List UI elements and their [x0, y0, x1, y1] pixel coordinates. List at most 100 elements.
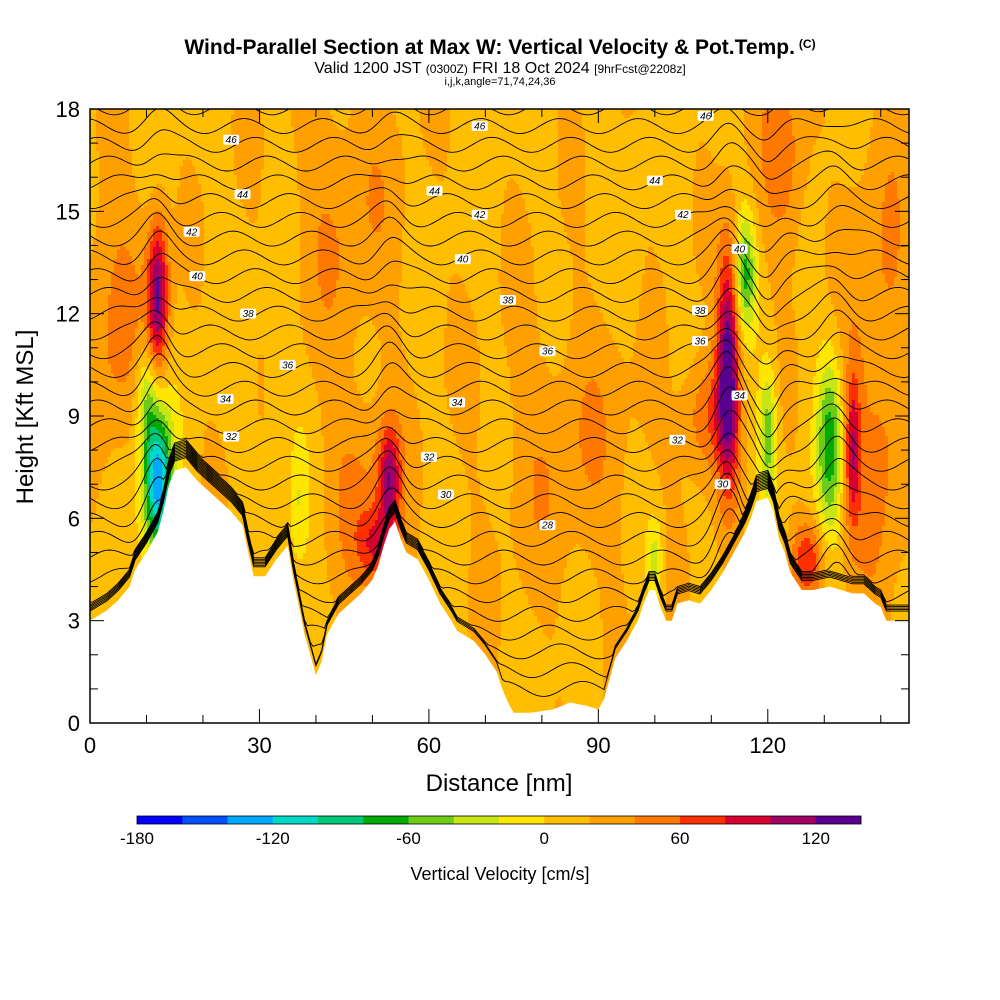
w-cell: [120, 418, 124, 422]
w-cell: [102, 331, 106, 335]
w-cell: [105, 166, 109, 170]
w-cell: [114, 442, 118, 446]
w-cell: [99, 607, 103, 611]
w-cell: [114, 286, 118, 290]
w-cell: [105, 520, 109, 524]
w-cell: [105, 364, 109, 368]
w-cell: [99, 406, 103, 410]
w-cell: [117, 328, 121, 332]
w-cell: [102, 313, 106, 317]
w-cell: [120, 409, 124, 413]
w-cell: [111, 148, 115, 152]
w-cell: [96, 319, 100, 323]
w-cell: [117, 433, 121, 437]
w-cell: [90, 193, 94, 197]
w-cell: [108, 442, 112, 446]
w-cell: [99, 184, 103, 188]
w-cell: [90, 415, 94, 419]
w-cell: [90, 553, 94, 557]
w-cell: [90, 211, 94, 215]
w-cell: [99, 295, 103, 299]
w-cell: [93, 349, 97, 353]
w-cell: [102, 550, 106, 554]
w-cell: [114, 169, 118, 173]
w-cell: [108, 370, 112, 374]
w-cell: [90, 412, 94, 416]
w-cell: [99, 166, 103, 170]
w-cell: [108, 265, 112, 269]
w-cell: [105, 223, 109, 227]
w-cell: [108, 391, 112, 395]
w-cell: [117, 184, 121, 188]
w-cell: [111, 439, 115, 443]
w-cell: [99, 232, 103, 236]
w-cell: [111, 151, 115, 155]
w-cell: [90, 457, 94, 461]
w-cell: [105, 259, 109, 263]
w-cell: [90, 427, 94, 431]
w-cell: [105, 475, 109, 479]
w-cell: [120, 502, 124, 506]
w-cell: [90, 583, 94, 587]
w-cell: [96, 538, 100, 542]
w-cell: [93, 415, 97, 419]
w-cell: [117, 454, 121, 458]
w-cell: [93, 610, 97, 614]
w-cell: [105, 502, 109, 506]
w-cell: [120, 385, 124, 389]
w-cell: [111, 208, 115, 212]
w-cell: [111, 325, 115, 329]
w-cell: [120, 478, 124, 482]
subtitle-date: FRI 18 Oct 2024: [472, 60, 589, 77]
w-cell: [96, 502, 100, 506]
w-cell: [117, 145, 121, 149]
w-cell: [102, 370, 106, 374]
w-cell: [93, 454, 97, 458]
w-cell: [90, 151, 94, 155]
w-cell: [99, 379, 103, 383]
w-cell: [102, 193, 106, 197]
w-cell: [102, 340, 106, 344]
w-cell: [90, 499, 94, 503]
w-cell: [108, 304, 112, 308]
w-cell: [111, 595, 115, 599]
w-cell: [120, 370, 124, 374]
w-cell: [99, 382, 103, 386]
w-cell: [102, 187, 106, 191]
w-cell: [93, 508, 97, 512]
w-cell: [117, 526, 121, 530]
w-cell: [96, 298, 100, 302]
w-cell: [96, 343, 100, 347]
w-cell: [111, 163, 115, 167]
w-cell: [120, 388, 124, 392]
w-cell: [90, 433, 94, 437]
w-cell: [108, 238, 112, 242]
w-cell: [90, 253, 94, 257]
w-cell: [111, 601, 115, 605]
w-cell: [99, 565, 103, 569]
w-cell: [99, 145, 103, 149]
w-cell: [90, 529, 94, 533]
w-cell: [114, 403, 118, 407]
w-cell: [90, 565, 94, 569]
w-cell: [114, 280, 118, 284]
w-cell: [111, 301, 115, 305]
w-cell: [90, 271, 94, 275]
w-cell: [111, 442, 115, 446]
w-cell: [96, 211, 100, 215]
w-cell: [114, 190, 118, 194]
section-indices: i,j,k,angle=71,74,24,36: [0, 76, 1000, 88]
w-cell: [114, 253, 118, 257]
w-cell: [114, 499, 118, 503]
w-cell: [105, 205, 109, 209]
w-cell: [105, 124, 109, 128]
w-cell: [93, 550, 97, 554]
w-cell: [108, 145, 112, 149]
w-cell: [105, 265, 109, 269]
w-cell: [90, 472, 94, 476]
w-cell: [117, 169, 121, 173]
w-cell: [99, 562, 103, 566]
w-cell: [117, 490, 121, 494]
w-cell: [108, 421, 112, 425]
w-cell: [93, 451, 97, 455]
